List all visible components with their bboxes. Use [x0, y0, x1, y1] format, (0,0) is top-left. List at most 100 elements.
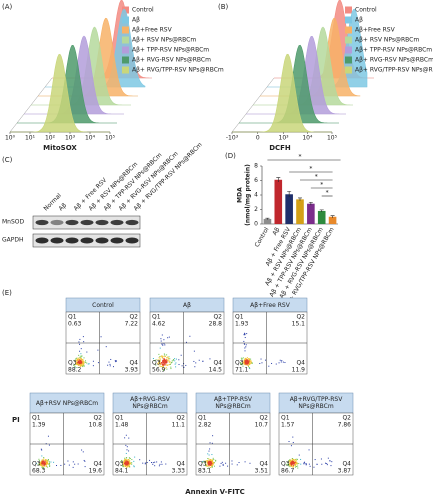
dot	[287, 463, 289, 465]
dot	[73, 359, 75, 361]
dot	[150, 462, 152, 464]
dot	[127, 458, 129, 460]
quadrant-name: Q3	[32, 461, 41, 468]
dot	[125, 434, 127, 436]
dot	[76, 359, 78, 361]
dot	[290, 445, 292, 447]
legend-label: Aβ+Free RSV	[132, 27, 173, 34]
dot	[211, 460, 213, 462]
dot	[160, 338, 162, 340]
dot	[44, 463, 46, 465]
dot	[162, 366, 164, 368]
dot	[83, 341, 85, 343]
dot	[222, 463, 224, 465]
dot	[128, 437, 130, 439]
dot	[305, 464, 307, 466]
dot	[48, 444, 50, 446]
dot	[43, 458, 45, 460]
quadrant-value: 11.1	[172, 422, 186, 429]
dot	[76, 367, 78, 369]
dot	[47, 435, 49, 437]
dot	[38, 463, 40, 465]
dot	[84, 460, 86, 462]
dot	[219, 465, 221, 467]
dot	[41, 466, 43, 468]
legend-label: Aβ+ RSV NPs@RBCm	[132, 37, 196, 44]
dot	[107, 364, 109, 366]
dot	[115, 360, 117, 362]
dot	[97, 362, 99, 364]
band	[50, 219, 64, 226]
dot	[211, 466, 213, 468]
dot	[124, 459, 126, 461]
dot	[292, 464, 294, 466]
dot	[309, 465, 311, 467]
dot	[249, 462, 251, 464]
dot	[152, 462, 154, 464]
dot	[40, 463, 42, 465]
dot	[160, 362, 162, 364]
dot	[193, 350, 195, 352]
x-tick-label: -10³	[226, 135, 239, 142]
quadrant-value: 4.62	[152, 321, 166, 328]
dot	[77, 359, 79, 361]
dot	[295, 460, 297, 462]
dot	[295, 458, 297, 460]
y-axis-label: MDA	[237, 187, 244, 203]
dot	[78, 358, 80, 360]
dot	[290, 463, 292, 465]
dot	[208, 454, 210, 456]
dot	[159, 357, 161, 359]
panel-label: (C)	[2, 156, 13, 164]
dot	[207, 453, 209, 455]
dot	[124, 463, 126, 465]
dot	[244, 362, 246, 364]
dot	[206, 461, 208, 463]
dot	[210, 462, 212, 464]
dot	[82, 364, 84, 366]
dot	[124, 437, 126, 439]
dot	[129, 458, 131, 460]
dot	[215, 459, 217, 461]
dot	[292, 462, 294, 464]
dot	[291, 458, 293, 460]
quadrant-value: 1.39	[32, 422, 46, 429]
x-tick-label: 10³	[279, 135, 290, 142]
dot	[297, 467, 299, 469]
dot	[244, 333, 246, 335]
dot	[211, 442, 213, 444]
dot	[83, 361, 85, 363]
dot	[79, 356, 81, 358]
x-tick-label: 10²	[45, 135, 56, 142]
dot	[166, 359, 168, 361]
dot	[162, 344, 164, 346]
dot	[209, 464, 211, 466]
dot	[250, 358, 252, 360]
dot	[45, 462, 47, 464]
dot	[244, 360, 246, 362]
dot	[82, 366, 84, 368]
dot	[293, 462, 295, 464]
quadrant-name: Q3	[235, 360, 244, 367]
dot	[165, 463, 167, 465]
dot	[45, 443, 47, 445]
dot	[129, 462, 131, 464]
dot	[245, 361, 247, 363]
dot	[247, 360, 249, 362]
dot	[291, 463, 293, 465]
bar	[307, 203, 315, 224]
dot	[81, 355, 83, 357]
legend-swatch	[345, 46, 352, 54]
dot	[244, 361, 246, 363]
dot	[208, 465, 210, 467]
dot	[293, 461, 295, 463]
dot	[247, 363, 249, 365]
dot	[100, 336, 102, 338]
dot	[166, 362, 168, 364]
dot	[259, 362, 261, 364]
dot	[163, 339, 165, 341]
dot	[165, 355, 167, 357]
legend-swatch	[122, 16, 129, 24]
dot	[303, 463, 305, 465]
